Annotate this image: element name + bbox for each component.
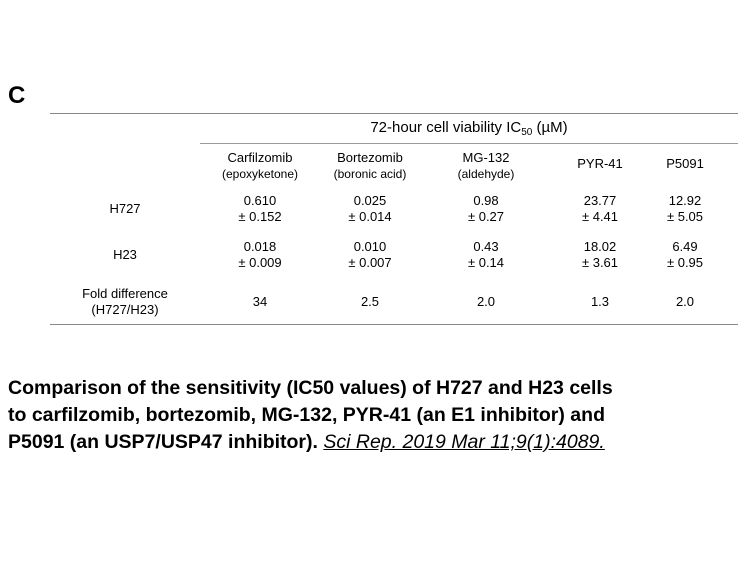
table-header-rule bbox=[200, 143, 738, 144]
column-header-p5091: P5091 bbox=[635, 156, 735, 172]
table-cell: 1.3 bbox=[540, 294, 660, 310]
table-title: 72-hour cell viability IC50 (µM) bbox=[200, 119, 738, 138]
column-header-class: (epoxyketone) bbox=[221, 167, 299, 181]
column-header-name: MG-132 bbox=[462, 150, 510, 165]
cell-value: 23.77 bbox=[583, 193, 617, 208]
column-header-name: P5091 bbox=[666, 156, 704, 171]
table-title-subscript: 50 bbox=[521, 127, 533, 138]
cell-value: 34 bbox=[252, 294, 268, 309]
caption-line: Comparison of the sensitivity (IC50 valu… bbox=[8, 377, 613, 399]
cell-error: ± 0.14 bbox=[467, 255, 505, 270]
column-header-mg132: MG-132 (aldehyde) bbox=[426, 150, 546, 182]
cell-value: 0.010 bbox=[353, 239, 387, 254]
column-header-name: Carfilzomib bbox=[227, 150, 293, 165]
column-header-carfilzomib: Carfilzomib (epoxyketone) bbox=[200, 150, 320, 182]
row-label-text: Fold difference bbox=[82, 286, 168, 301]
panel-label: C bbox=[8, 82, 26, 109]
cell-error: ± 3.61 bbox=[581, 255, 619, 270]
column-header-name: Bortezomib bbox=[337, 150, 403, 165]
cell-value: 6.49 bbox=[672, 239, 698, 254]
cell-value: 0.018 bbox=[243, 239, 277, 254]
cell-value: 2.0 bbox=[476, 294, 496, 309]
table-cell: 2.0 bbox=[426, 294, 546, 310]
caption-text: P5091 (an USP7/USP47 inhibitor). bbox=[8, 431, 318, 453]
column-header-class: (boronic acid) bbox=[333, 167, 407, 181]
table-cell: 23.77 ± 4.41 bbox=[540, 193, 660, 225]
caption-line: P5091 (an USP7/USP47 inhibitor). Sci Rep… bbox=[8, 429, 750, 456]
table-bottom-rule bbox=[50, 324, 738, 325]
cell-value: 0.43 bbox=[473, 239, 499, 254]
row-label-fold-difference: Fold difference (H727/H23) bbox=[50, 286, 200, 318]
column-header-class: (aldehyde) bbox=[457, 167, 515, 181]
cell-value: 18.02 bbox=[583, 239, 617, 254]
table-cell: 2.0 bbox=[635, 294, 735, 310]
cell-value: 0.610 bbox=[243, 193, 277, 208]
table-cell: 6.49 ± 0.95 bbox=[635, 239, 735, 271]
cell-value: 12.92 bbox=[668, 193, 702, 208]
cell-error: ± 0.27 bbox=[467, 209, 505, 224]
cell-error: ± 0.95 bbox=[666, 255, 704, 270]
caption-line: to carfilzomib, bortezomib, MG-132, PYR-… bbox=[8, 404, 605, 426]
cell-value: 1.3 bbox=[590, 294, 610, 309]
cell-value: 0.98 bbox=[473, 193, 499, 208]
table-title-suffix: (µM) bbox=[532, 119, 568, 136]
citation-link[interactable]: Sci Rep. 2019 Mar 11;9(1):4089. bbox=[323, 431, 605, 453]
figure-caption: Comparison of the sensitivity (IC50 valu… bbox=[8, 375, 750, 456]
table-cell: 0.43 ± 0.14 bbox=[426, 239, 546, 271]
table-cell: 2.5 bbox=[310, 294, 430, 310]
table-cell: 18.02 ± 3.61 bbox=[540, 239, 660, 271]
cell-value: 2.5 bbox=[360, 294, 380, 309]
row-label-h23: H23 bbox=[50, 247, 200, 263]
row-label-h727: H727 bbox=[50, 201, 200, 217]
column-header-name: PYR-41 bbox=[577, 156, 623, 171]
table-cell: 0.018 ± 0.009 bbox=[200, 239, 320, 271]
row-label-text: H23 bbox=[113, 247, 137, 262]
column-header-pyr41: PYR-41 bbox=[540, 156, 660, 172]
column-header-bortezomib: Bortezomib (boronic acid) bbox=[310, 150, 430, 182]
table-title-prefix: 72-hour cell viability IC bbox=[370, 119, 522, 136]
row-label-subtext: (H727/H23) bbox=[91, 302, 159, 317]
cell-error: ± 0.009 bbox=[238, 255, 282, 270]
cell-value: 0.025 bbox=[353, 193, 387, 208]
row-label-text: H727 bbox=[109, 201, 141, 216]
table-cell: 0.98 ± 0.27 bbox=[426, 193, 546, 225]
cell-error: ± 0.014 bbox=[348, 209, 392, 224]
table-cell: 34 bbox=[200, 294, 320, 310]
cell-value: 2.0 bbox=[675, 294, 695, 309]
table-cell: 0.025 ± 0.014 bbox=[310, 193, 430, 225]
table-cell: 0.010 ± 0.007 bbox=[310, 239, 430, 271]
table-top-rule bbox=[50, 113, 738, 114]
cell-error: ± 5.05 bbox=[666, 209, 704, 224]
table-cell: 0.610 ± 0.152 bbox=[200, 193, 320, 225]
table-cell: 12.92 ± 5.05 bbox=[635, 193, 735, 225]
cell-error: ± 0.007 bbox=[348, 255, 392, 270]
cell-error: ± 0.152 bbox=[238, 209, 282, 224]
cell-error: ± 4.41 bbox=[581, 209, 619, 224]
